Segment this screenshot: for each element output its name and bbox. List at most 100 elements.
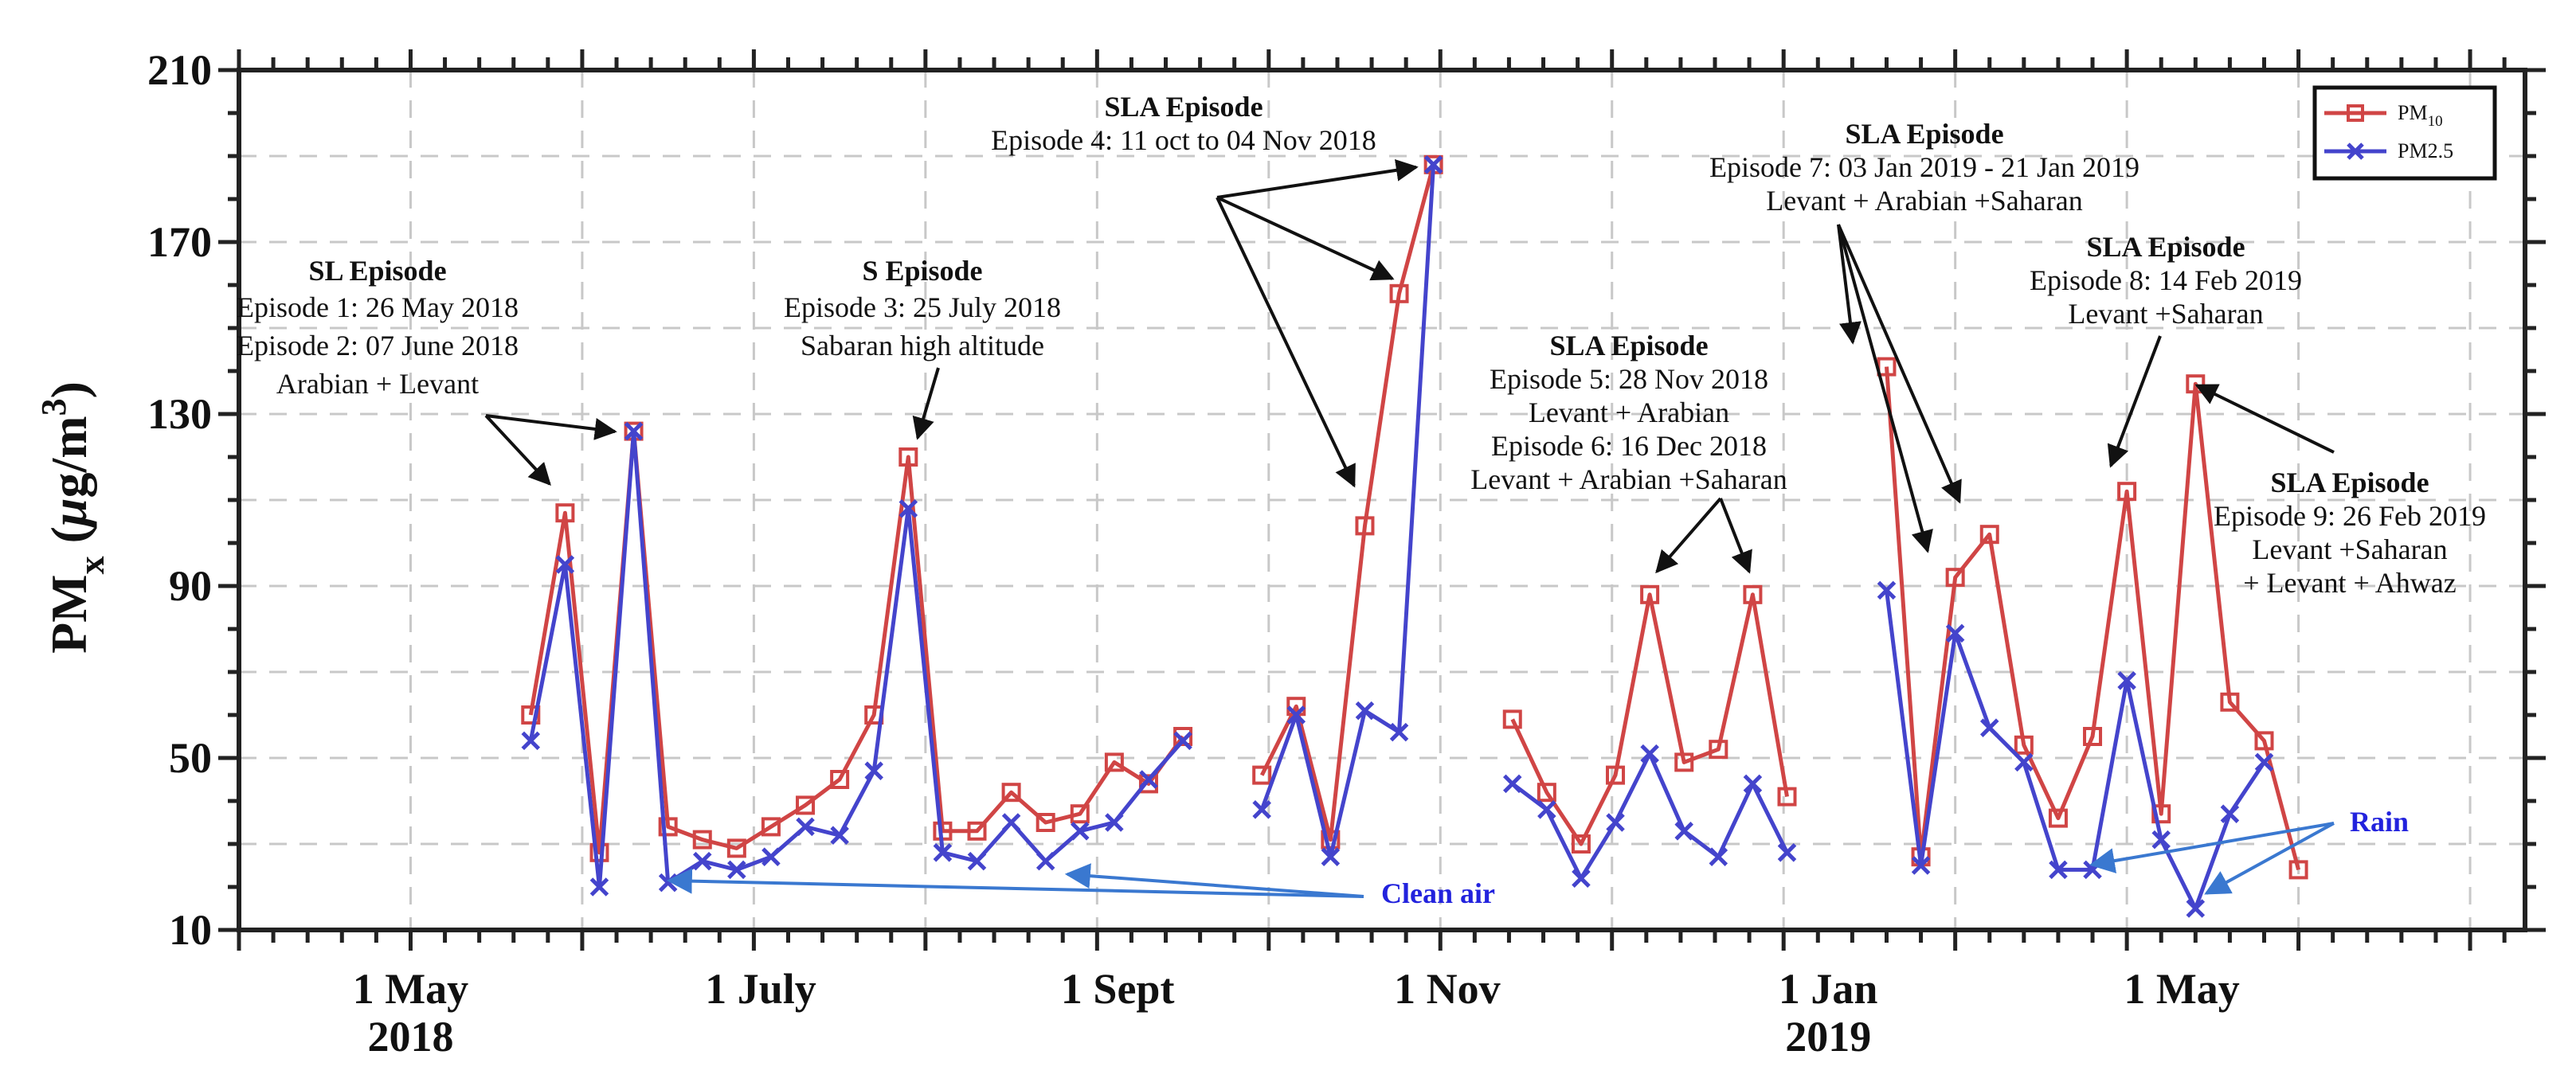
x-tick-label: 1 May	[353, 965, 468, 1013]
data-point	[2288, 860, 2308, 880]
legend-x-marker	[2347, 143, 2364, 160]
arrow	[2107, 335, 2162, 468]
legend-box	[2312, 85, 2497, 181]
annotation-line: Episode 5: 28 Nov 2018	[1490, 363, 1768, 395]
annotation-line: Episode 8: 14 Feb 2019	[2030, 264, 2302, 296]
annotation-line: Levant + Arabian +Saharan	[1766, 185, 2082, 217]
data-point	[1640, 584, 1660, 604]
data-point	[967, 851, 987, 871]
data-point	[1537, 783, 1556, 803]
data-point	[761, 847, 781, 866]
annotation-sla-episode-5-6: SLA Episode Episode 5: 28 Nov 2018 Levan…	[1470, 330, 1787, 495]
data-point	[589, 842, 609, 862]
clean-air-label: Clean air	[1381, 877, 1495, 909]
data-point	[2014, 735, 2034, 755]
data-point	[1035, 813, 1055, 832]
data-point	[692, 851, 712, 871]
arrow	[1837, 224, 1962, 504]
annotation-line: Episode 3: 25 July 2018	[784, 291, 1061, 323]
data-point	[2117, 671, 2136, 690]
data-point	[898, 447, 918, 467]
annotation-sl-episode-1-2: SL Episode Episode 1: 26 May 2018 Episod…	[237, 255, 519, 400]
arrow	[2194, 384, 2335, 454]
data-point	[1035, 851, 1055, 871]
annotation-title: SLA Episode	[1845, 118, 2003, 150]
arrow	[1216, 197, 1356, 488]
legend-item-pm10: PM10	[2324, 101, 2443, 130]
grid-lines	[239, 70, 2525, 930]
series-pm25	[521, 155, 2274, 918]
data-point	[1355, 701, 1375, 721]
annotation-title: SLA Episode	[1549, 330, 1708, 361]
data-point	[1979, 525, 1999, 545]
y-tick-label: 50	[169, 734, 212, 782]
clean-air-arrow	[1064, 863, 1364, 898]
data-point	[2014, 752, 2034, 772]
data-point	[1640, 744, 1659, 764]
data-point	[1252, 800, 1271, 819]
data-point	[1743, 774, 1763, 794]
annotation-title: SLA Episode	[2270, 467, 2429, 498]
data-point	[1139, 770, 1158, 789]
annotation-sla-episode-8: SLA Episode Episode 8: 14 Feb 2019 Levan…	[2030, 231, 2302, 330]
data-point	[1979, 718, 1999, 737]
x-tick-label: 1 May	[2124, 965, 2239, 1013]
data-point	[1173, 731, 1192, 751]
data-point	[1911, 856, 1931, 875]
data-point	[2186, 899, 2206, 918]
annotation-title: SL Episode	[308, 255, 446, 287]
annotation-line: Sabaran high altitude	[801, 330, 1044, 361]
data-point	[1001, 813, 1021, 832]
data-point	[2117, 482, 2137, 502]
arrow	[912, 367, 940, 440]
data-point	[864, 761, 883, 780]
x-tick-label: 1 Jan	[1779, 965, 1878, 1013]
annotation-line: Levant + Arabian +Saharan	[1470, 463, 1787, 495]
annotation-line: Episode 7: 03 Jan 2019 - 21 Jan 2019	[1709, 151, 2139, 183]
data-point	[1674, 752, 1694, 772]
rain-arrow	[2089, 822, 2335, 873]
data-point	[796, 817, 815, 837]
data-point	[2151, 830, 2171, 850]
data-point	[2083, 727, 2103, 746]
data-point	[624, 421, 644, 441]
data-point	[1001, 783, 1021, 803]
data-point	[589, 877, 609, 897]
series-layer	[521, 154, 2308, 918]
data-point	[2254, 731, 2274, 751]
data-point	[555, 555, 575, 574]
legend-item-pm25: PM2.5	[2324, 139, 2453, 162]
data-point	[796, 795, 816, 815]
data-point	[830, 770, 850, 789]
data-point	[2049, 860, 2068, 880]
y-tick-label: 210	[147, 46, 212, 94]
y-tick-label: 130	[147, 390, 212, 438]
series-line	[1510, 592, 1789, 846]
data-point	[1743, 584, 1763, 604]
rain-arrow	[2204, 822, 2335, 895]
data-point	[658, 817, 678, 837]
annotation-arrows	[484, 158, 2335, 574]
data-point	[2151, 804, 2171, 824]
data-point	[727, 860, 746, 880]
annotation-line: Levant + Arabian	[1529, 397, 1729, 428]
y-tick-label: 170	[147, 218, 212, 266]
arrow	[1216, 196, 1395, 281]
annotation-sla-episode-4: SLA Episode Episode 4: 11 oct to 04 Nov …	[991, 91, 1376, 156]
data-point	[692, 830, 712, 850]
data-point	[1252, 765, 1272, 785]
data-point	[1502, 774, 1522, 794]
y-axis-label: PMx (μg/m3)	[34, 381, 112, 654]
annotation-line: Episode 4: 11 oct to 04 Nov 2018	[991, 124, 1376, 156]
data-point	[1572, 869, 1591, 888]
x-tick-label: 1 July	[705, 965, 816, 1013]
data-point	[1945, 623, 1965, 643]
arrow	[485, 414, 617, 440]
annotation-title: SLA Episode	[1104, 91, 1263, 123]
legend-label-pm10: PM10	[2398, 101, 2443, 130]
x-tick-label: 2019	[1785, 1013, 1871, 1061]
data-point	[1355, 516, 1375, 536]
data-point	[1571, 834, 1591, 854]
